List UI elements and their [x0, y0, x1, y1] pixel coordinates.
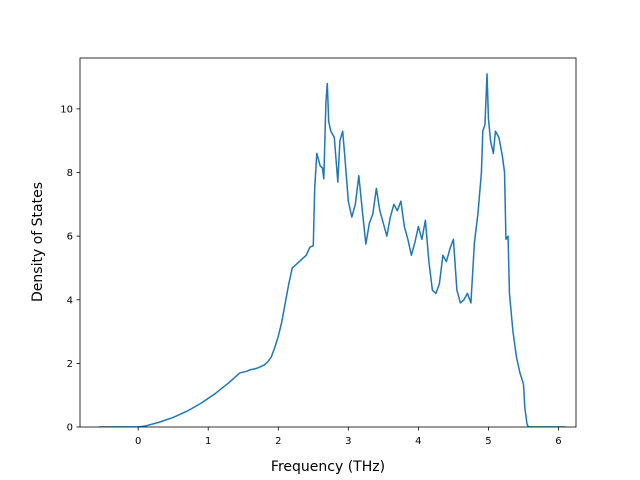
- y-tick-label: 0: [67, 423, 73, 434]
- x-tick-label: 0: [135, 436, 141, 447]
- y-tick-label: 4: [67, 295, 73, 306]
- x-axis-label: Frequency (THz): [271, 459, 385, 475]
- plot-area: 0 1 2 3 4 5 6 0 2 4 6 8 10: [60, 57, 577, 447]
- y-tick-label: 2: [67, 359, 73, 370]
- x-tick-label: 4: [415, 436, 421, 447]
- y-tick-label: 6: [67, 232, 73, 243]
- x-tick-label: 1: [205, 436, 211, 447]
- axes-frame: [79, 57, 577, 428]
- dos-series-line-0: [98, 73, 566, 427]
- x-tick-label: 6: [555, 436, 561, 447]
- x-tick-label: 3: [345, 436, 351, 447]
- y-axis-label: Density of States: [30, 182, 46, 302]
- x-tick-label: 2: [275, 436, 281, 447]
- y-tick-label: 8: [67, 168, 73, 179]
- x-tick-label: 5: [485, 436, 491, 447]
- y-tick-label: 10: [60, 104, 73, 115]
